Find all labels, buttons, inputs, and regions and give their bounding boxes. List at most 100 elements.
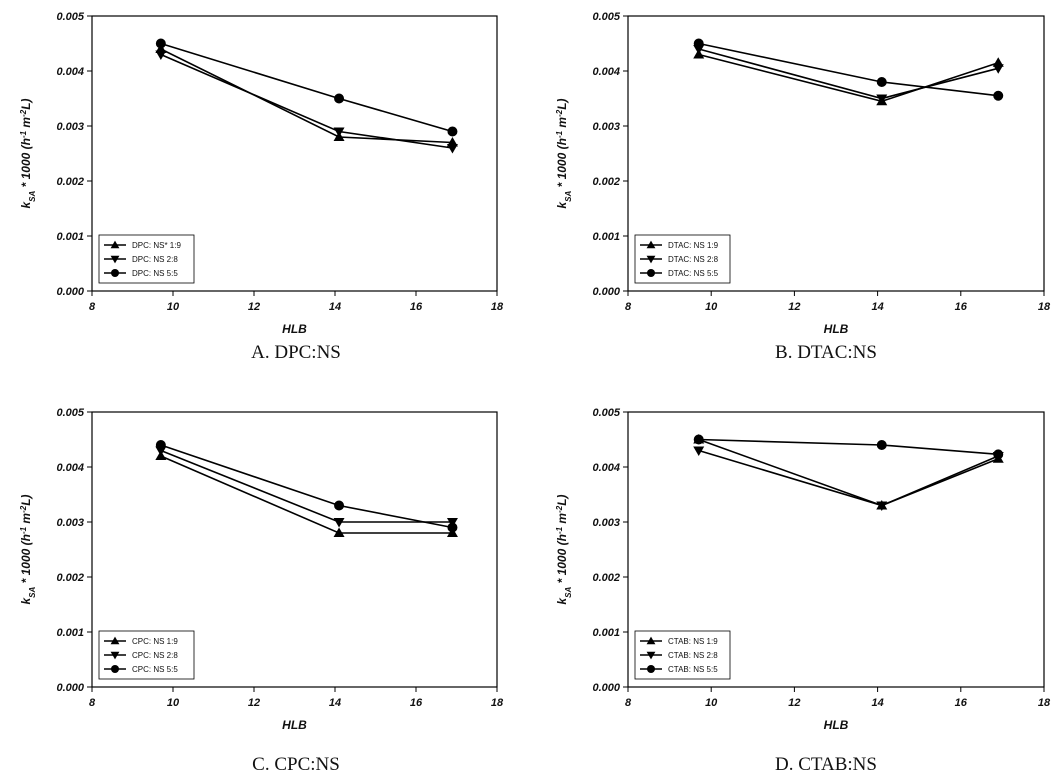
plot-frame	[627, 411, 1045, 688]
panel-caption: C. CPC:NS	[252, 754, 340, 775]
y-tick-label: 0.004	[592, 462, 620, 474]
data-point	[876, 77, 887, 87]
series-line	[698, 438, 999, 456]
panel-caption: B. DTAC:NS	[775, 342, 877, 363]
legend-marker	[646, 255, 656, 264]
x-axis-label: HLB	[282, 718, 307, 732]
y-tick-label: 0.000	[56, 682, 84, 694]
x-tick-label: 18	[491, 301, 504, 313]
legend-label: CPC: NS 1:9	[132, 637, 178, 646]
x-tick-label: 8	[625, 697, 632, 709]
series-line	[160, 444, 453, 529]
y-axis-label: kSA * 1000 (h-1 m-2L)	[19, 494, 37, 604]
y-tick-label: 0.003	[592, 517, 620, 529]
x-tick-label: 8	[89, 697, 96, 709]
series-line	[698, 449, 999, 507]
panel-caption: D. CTAB:NS	[775, 754, 877, 775]
data-point	[155, 50, 167, 60]
chart-panel-d: 8 10 12 14 16 18 0.000 0.001 0.002 0.003 0.004 0.00…	[555, 407, 1051, 775]
legend-label: DTAC: NS 2:8	[668, 255, 719, 264]
legend-marker	[110, 636, 120, 645]
y-tick-label: 0.003	[56, 517, 84, 529]
data-point	[876, 94, 888, 104]
data-point	[334, 93, 345, 104]
y-tick-label: 0.004	[592, 66, 620, 78]
legend-label: DPC: NS* 1:9	[132, 241, 181, 250]
x-tick-label: 10	[167, 301, 180, 313]
x-tick-label: 10	[167, 697, 180, 709]
y-tick-label: 0.005	[56, 11, 84, 23]
x-tick-label: 16	[410, 301, 423, 313]
y-tick-label: 0.002	[56, 176, 84, 188]
series-line	[160, 449, 453, 523]
y-tick-label: 0.002	[56, 572, 84, 584]
x-tick-label: 18	[1038, 301, 1051, 313]
series-line	[698, 42, 999, 97]
x-tick-label: 14	[871, 697, 883, 709]
y-tick-label: 0.005	[592, 407, 620, 419]
data-point	[693, 446, 705, 456]
y-tick-label: 0.004	[56, 66, 84, 78]
x-tick-label: 8	[89, 301, 96, 313]
legend-label: DPC: NS 5:5	[132, 269, 178, 278]
plot-frame	[91, 411, 498, 688]
x-tick-label: 16	[955, 697, 968, 709]
data-point	[693, 434, 704, 445]
x-tick-label: 14	[329, 301, 341, 313]
y-tick-label: 0.002	[592, 176, 620, 188]
x-tick-label: 12	[248, 301, 260, 313]
x-tick-label: 12	[788, 301, 800, 313]
y-tick-label: 0.001	[56, 231, 84, 243]
data-point	[333, 527, 345, 537]
legend-marker	[646, 636, 656, 645]
series-line	[160, 48, 453, 144]
legend-label: DPC: NS 2:8	[132, 255, 178, 264]
y-tick-label: 0.001	[592, 231, 620, 243]
legend-marker	[110, 240, 120, 249]
y-tick-label: 0.003	[592, 121, 620, 133]
x-tick-label: 12	[788, 697, 800, 709]
data-point	[155, 440, 166, 450]
x-tick-label: 18	[491, 697, 504, 709]
data-point	[333, 127, 345, 137]
x-tick-label: 18	[1038, 697, 1051, 709]
legend-marker	[646, 651, 656, 660]
y-tick-label: 0.001	[592, 627, 620, 639]
x-axis-label: HLB	[824, 322, 849, 336]
legend-label: CTAB: NS 5:5	[668, 665, 718, 674]
chart-panel-b: 8 10 12 14 16 18 0.000 0.001 0.002 0.003 0.004 0.00…	[555, 11, 1051, 363]
x-tick-label: 14	[871, 301, 883, 313]
legend-label: CTAB: NS 2:8	[668, 651, 718, 660]
x-tick-label: 12	[248, 697, 260, 709]
data-point	[876, 440, 887, 450]
data-point	[993, 449, 1004, 460]
x-tick-label: 14	[329, 697, 341, 709]
legend-label: DTAC: NS 1:9	[668, 241, 719, 250]
data-point	[876, 501, 888, 511]
plot-frame	[627, 15, 1045, 292]
legend-marker	[111, 665, 119, 673]
y-tick-label: 0.004	[56, 462, 84, 474]
x-tick-label: 10	[705, 301, 718, 313]
legend: CTAB: NS 1:9 CTAB: NS 2:8 CTAB: NS 5:5	[634, 630, 731, 680]
legend-label: CPC: NS 5:5	[132, 665, 178, 674]
y-tick-label: 0.001	[56, 627, 84, 639]
y-tick-label: 0.005	[56, 407, 84, 419]
x-tick-label: 16	[410, 697, 423, 709]
data-point	[447, 522, 458, 533]
data-point	[993, 90, 1004, 101]
y-tick-label: 0.000	[592, 286, 620, 298]
y-axis-label: kSA * 1000 (h-1 m-2L)	[555, 494, 573, 604]
chart-panel-a: 8 10 12 14 16 18 0.000 0.001 0.002 0.003 0.004 0.00…	[19, 11, 504, 363]
data-point	[446, 144, 458, 154]
legend-label: CPC: NS 2:8	[132, 651, 178, 660]
y-tick-label: 0.002	[592, 572, 620, 584]
series-line	[160, 53, 453, 149]
legend: DPC: NS* 1:9 DPC: NS 2:8 DPC: NS 5:5	[98, 234, 195, 284]
legend-marker	[646, 240, 656, 249]
data-point	[447, 126, 458, 137]
legend-label: DTAC: NS 5:5	[668, 269, 719, 278]
x-tick-label: 16	[955, 301, 968, 313]
plot-frame	[91, 15, 498, 292]
